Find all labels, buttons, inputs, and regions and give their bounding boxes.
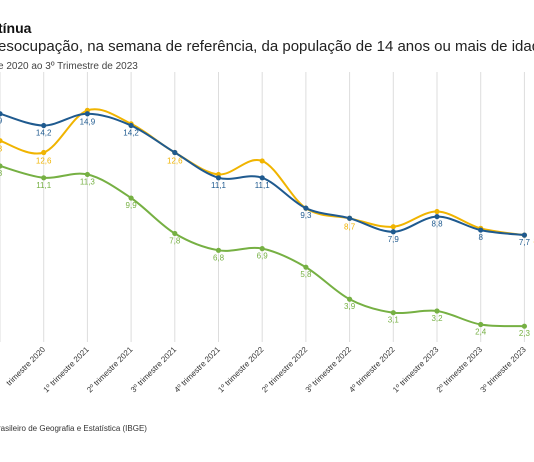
data-point: [41, 123, 46, 128]
data-point: [434, 308, 439, 313]
data-label: 9,9: [126, 201, 138, 210]
data-label: 11,3: [80, 177, 96, 186]
data-point: [85, 172, 90, 177]
data-label: 5,8: [300, 270, 312, 279]
data-point: [434, 214, 439, 219]
data-label: 14,2: [36, 129, 52, 138]
data-point: [172, 150, 177, 155]
data-label: 3,9: [344, 302, 356, 311]
data-label: 8,7: [344, 222, 356, 231]
data-point: [172, 231, 177, 236]
data-label: 3,2: [431, 314, 443, 323]
data-label: 7,7: [519, 238, 531, 247]
data-label: 11,1: [36, 181, 52, 190]
data-point: [216, 248, 221, 253]
data-point: [347, 297, 352, 302]
data-label: 14,9: [80, 118, 96, 127]
data-point: [522, 324, 527, 329]
data-label: 14,2: [123, 129, 139, 138]
data-point: [478, 322, 483, 327]
data-point: [260, 246, 265, 251]
x-tick-label: 4º trimestre 2021: [173, 345, 223, 395]
x-tick-label: 2º trimestre 2021: [85, 345, 135, 395]
data-point: [391, 224, 396, 229]
data-point: [303, 265, 308, 270]
data-point: [478, 227, 483, 232]
x-tick-label: 1º trimestre 2023: [391, 345, 441, 395]
data-label: 7,9: [388, 235, 400, 244]
data-label: 12,6: [167, 157, 183, 166]
data-point: [391, 229, 396, 234]
data-label: 11,1: [211, 181, 227, 190]
data-point: [434, 209, 439, 214]
data-label: 9: [0, 117, 3, 126]
data-point: [391, 310, 396, 315]
data-point: [0, 111, 3, 116]
source-note: rasileiro de Geografia e Estatística (IB…: [0, 424, 147, 433]
data-label: 3: [0, 145, 3, 154]
data-point: [0, 163, 3, 168]
data-label: 11,1: [255, 181, 271, 190]
data-point: [129, 123, 134, 128]
data-point: [41, 150, 46, 155]
data-point: [129, 195, 134, 200]
x-tick-label: 1º trimestre 2022: [216, 345, 266, 395]
data-label: 2,4: [475, 328, 487, 337]
data-label: 2,3: [519, 329, 531, 338]
data-point: [216, 175, 221, 180]
data-label: 8: [0, 169, 3, 178]
x-tick-label: 3º trimestre 2022: [304, 345, 354, 395]
data-label: 12,6: [36, 157, 52, 166]
x-tick-label: 3º trimestre 2023: [479, 345, 529, 395]
x-tick-label: 4º trimestre 2022: [347, 345, 397, 395]
x-tick-label: 1º trimestre 2021: [42, 345, 92, 395]
data-label: 8,8: [431, 220, 443, 229]
data-point: [347, 216, 352, 221]
data-point: [303, 206, 308, 211]
data-point: [85, 111, 90, 116]
data-label: 3,1: [388, 316, 400, 325]
data-label: 6,8: [213, 253, 225, 262]
x-tick-label: trimestre 2020: [5, 345, 48, 388]
x-tick-label: 2º trimestre 2022: [260, 345, 310, 395]
data-label: 7,8: [169, 236, 181, 245]
data-point: [522, 233, 527, 238]
data-point: [260, 175, 265, 180]
data-point: [260, 158, 265, 163]
data-label: 9,3: [300, 211, 312, 220]
x-tick-label: 2º trimestre 2023: [435, 345, 485, 395]
data-label: 6,9: [257, 252, 269, 261]
data-label: 8: [478, 233, 483, 242]
data-point: [41, 175, 46, 180]
x-tick-label: 3º trimestre 2021: [129, 345, 179, 395]
